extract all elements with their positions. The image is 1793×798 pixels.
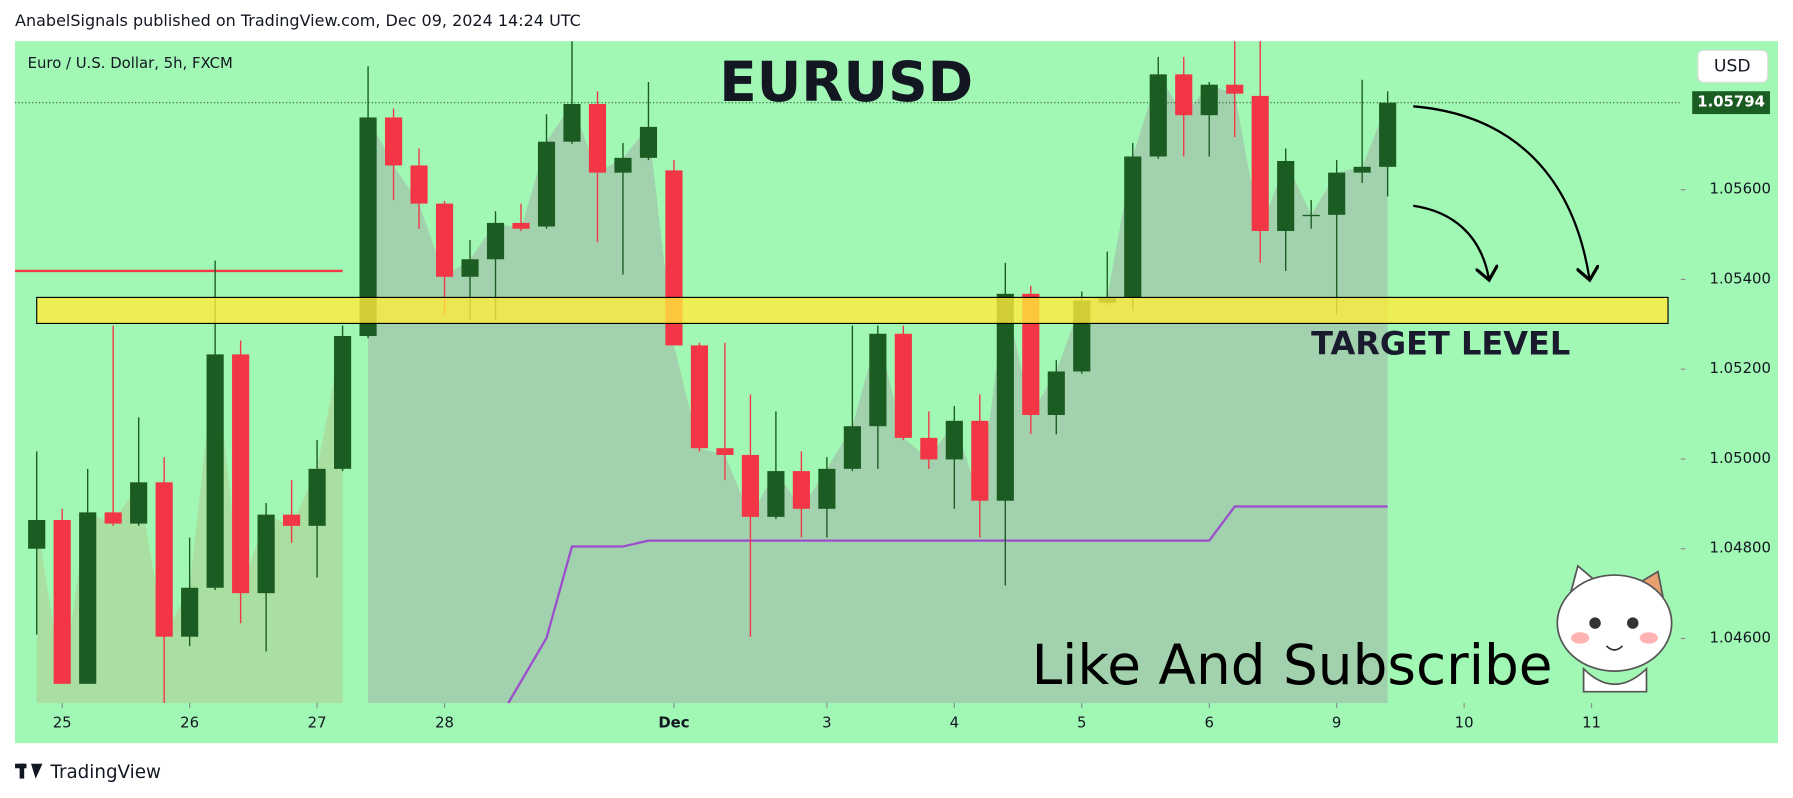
candle-body <box>690 345 709 449</box>
x-tick-label: 26 <box>180 714 199 732</box>
x-tick-label: 25 <box>53 714 72 732</box>
y-tick-label: 1.05400 <box>1710 269 1771 287</box>
candle-body <box>1353 166 1371 173</box>
candle-body <box>869 333 887 427</box>
brand-name: TradingView <box>49 762 161 783</box>
x-tick-label: 9 <box>1332 714 1341 732</box>
candle-body <box>435 203 454 277</box>
candle-body <box>283 514 301 526</box>
candle-body <box>767 471 785 517</box>
candle-body <box>1047 371 1065 415</box>
candle-body <box>512 222 530 229</box>
candle-body <box>1149 74 1167 157</box>
brand-logo <box>15 763 43 779</box>
x-tick-label: 28 <box>435 714 454 732</box>
x-tick-label: 6 <box>1204 714 1213 732</box>
candle-body <box>1124 156 1142 298</box>
candle-body <box>79 512 97 684</box>
x-tick-label: 27 <box>308 714 327 732</box>
candle-body <box>359 117 377 337</box>
arrow <box>1413 105 1589 277</box>
candle-body <box>155 482 173 637</box>
candle-body <box>1226 84 1244 94</box>
candle-body <box>792 471 810 509</box>
candle-body <box>334 336 352 469</box>
x-tick-label: 5 <box>1077 714 1086 732</box>
y-tick-label: 1.05200 <box>1710 359 1771 377</box>
candle-body <box>232 354 250 594</box>
candle-body <box>843 426 861 469</box>
candle-body <box>894 333 912 438</box>
annotations: Euro / U.S. Dollar, 5h, FXCM EURUSD TARG… <box>15 49 1769 783</box>
candle-body <box>639 126 658 158</box>
candle-body <box>206 354 224 588</box>
plot-area <box>15 41 1681 704</box>
x-tick-label: 10 <box>1455 714 1474 732</box>
candle-body <box>1022 293 1040 415</box>
candle-body <box>920 437 938 460</box>
currency-button[interactable] <box>1697 49 1769 83</box>
candle-body <box>28 520 46 549</box>
arrow <box>1413 204 1488 278</box>
candle-body <box>384 117 403 166</box>
x-tick-label: 3 <box>822 714 831 732</box>
cat-sticker <box>1556 564 1673 693</box>
y-tick-label: 1.04800 <box>1710 539 1771 557</box>
target-label: TARGET LEVEL <box>1311 324 1570 362</box>
candle-body <box>716 448 734 455</box>
x-tick-label: Dec <box>658 714 689 732</box>
x-tick-label: 4 <box>950 714 959 732</box>
axes: 1.04600 1.04800 1.05000 1.05200 1.05400 1.056… <box>53 91 1771 732</box>
candle-body <box>53 520 71 684</box>
y-tick-label: 1.05000 <box>1710 449 1771 467</box>
candle-body <box>104 512 122 524</box>
candle-body <box>741 454 759 517</box>
last-price-tag <box>1692 91 1770 115</box>
candle-body <box>1328 172 1346 215</box>
candle-body <box>181 587 199 637</box>
x-tick-label: 11 <box>1582 714 1601 732</box>
candle-body <box>461 259 479 277</box>
currency-label[interactable]: USD <box>1714 56 1751 76</box>
candle-body <box>996 293 1014 501</box>
chart-title: EURUSD <box>719 50 973 114</box>
target-zone <box>36 296 1669 325</box>
indicator-line <box>507 505 1388 704</box>
candle-body <box>971 420 989 501</box>
candle-body <box>308 468 326 526</box>
candle-body <box>1200 84 1218 116</box>
candle-body <box>614 157 632 173</box>
y-tick-label: 1.05600 <box>1710 180 1771 198</box>
candle-body <box>486 222 505 260</box>
candle-body <box>1302 214 1320 217</box>
candle-body <box>537 141 556 227</box>
publisher-line: AnabelSignals published on TradingView.c… <box>15 11 581 30</box>
candle-body <box>818 468 836 509</box>
candle-body <box>130 482 148 524</box>
candle-body <box>588 103 607 173</box>
candle-body <box>1251 95 1269 231</box>
last-price-label: 1.05794 <box>1697 93 1765 111</box>
y-tick-label: 1.04600 <box>1710 628 1771 646</box>
candle-body <box>945 420 963 460</box>
candle-body <box>563 103 581 142</box>
candle-body <box>1277 160 1295 231</box>
cta-text: Like And Subscribe <box>1032 633 1553 697</box>
candle-body <box>1379 102 1397 167</box>
symbol-label: Euro / U.S. Dollar, 5h, FXCM <box>28 54 233 72</box>
candle-body <box>1175 74 1193 116</box>
candle-body <box>257 514 275 594</box>
candle-body <box>410 165 428 204</box>
